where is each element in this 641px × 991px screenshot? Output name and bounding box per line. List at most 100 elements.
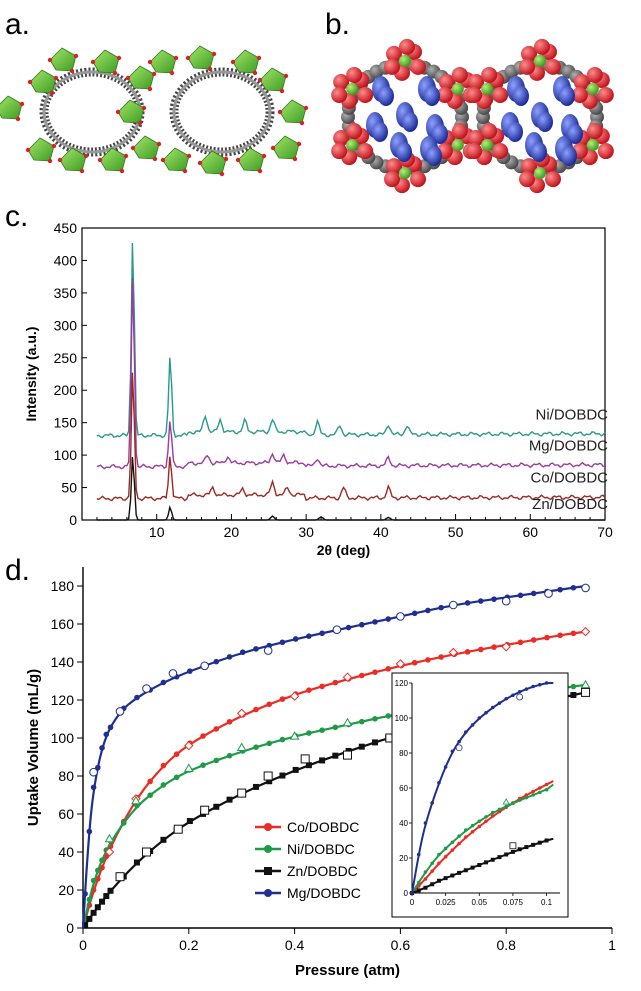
metal-polyhedron	[149, 49, 177, 74]
guest-molecule	[513, 86, 529, 106]
y-tick-label: 150	[54, 415, 78, 431]
oxygen-atom	[468, 130, 485, 147]
inset-marker	[531, 842, 536, 847]
oxygen-atom	[277, 109, 283, 115]
desorption-marker	[141, 847, 151, 857]
y-tick-label: 140	[51, 654, 75, 670]
inset-marker	[416, 888, 421, 893]
isotherm-marker	[252, 783, 259, 790]
isotherm-marker	[253, 646, 259, 652]
desorption-marker	[342, 717, 353, 727]
oxygen-atom	[119, 168, 125, 174]
isotherm-marker	[253, 744, 259, 750]
x-tick-label: 20	[224, 524, 240, 540]
oxygen-atom	[283, 73, 289, 79]
y-tick-label: 0	[66, 920, 74, 936]
inset-marker	[511, 801, 515, 806]
x-tick-label: 1	[608, 937, 616, 953]
x-tick-label: 0	[79, 937, 87, 953]
legend-label: Co/DOBDC	[287, 819, 359, 835]
guest-molecule	[507, 122, 523, 142]
oxygen-atom	[51, 143, 57, 149]
inset-marker	[517, 847, 522, 852]
isotherm-marker	[187, 668, 193, 674]
oxygen-atom	[19, 101, 25, 107]
isotherm-marker	[160, 762, 167, 769]
oxygen-atom	[573, 73, 590, 90]
oxygen-atom	[468, 73, 485, 90]
oxygen-atom	[492, 143, 509, 160]
y-tick-label: 250	[54, 350, 78, 366]
inset-marker	[544, 782, 549, 787]
xrd-plot-frame	[81, 227, 606, 521]
y-tick-label: 350	[54, 285, 78, 301]
isotherm-marker	[332, 752, 339, 759]
oxygen-atom	[331, 143, 348, 160]
desorption-marker	[200, 805, 210, 815]
isotherm-marker	[253, 706, 259, 713]
isotherm-marker	[478, 598, 484, 604]
y-axis-label: Uptake Volume (mL/g)	[25, 669, 42, 826]
inset-marker	[537, 840, 542, 845]
legend-label: Zn/DOBDC	[287, 863, 358, 879]
isotherm-marker	[557, 586, 563, 593]
y-tick-label: 40	[58, 844, 74, 860]
oxygen-atom	[125, 75, 131, 81]
inset-marker	[470, 723, 475, 727]
desorption-marker	[396, 612, 405, 621]
oxygen-atom	[27, 79, 33, 85]
isotherm-marker	[239, 649, 246, 656]
xrd-series-line	[96, 457, 605, 521]
oxygen-atom	[545, 58, 561, 75]
oxygen-atom	[147, 86, 153, 92]
inset-marker	[430, 861, 434, 866]
oxygen-atom	[235, 157, 241, 163]
metal-polyhedron	[99, 147, 127, 172]
isotherm-marker	[86, 896, 93, 903]
oxygen-atom	[481, 66, 498, 83]
isotherm-marker	[530, 590, 537, 597]
isotherm-marker	[200, 733, 206, 739]
isotherm-marker	[570, 584, 577, 591]
oxygen-atom	[152, 156, 158, 162]
oxygen-atom	[57, 157, 63, 163]
isotherm-marker	[86, 915, 93, 922]
metal-atom	[534, 54, 546, 67]
oxygen-atom	[597, 143, 614, 160]
inset-marker	[484, 860, 488, 865]
isotherm-marker	[133, 859, 140, 866]
inset-marker	[477, 819, 482, 824]
oxygen-atom	[586, 66, 603, 83]
oxygen-atom	[83, 153, 89, 159]
y-tick-label: 80	[58, 768, 74, 784]
metal-polyhedron	[187, 45, 215, 70]
inset-marker	[517, 798, 522, 803]
metal-polyhedron	[29, 69, 57, 94]
metal-polyhedron	[132, 135, 160, 160]
oxygen-atom	[49, 90, 55, 96]
inset-y-tick-label: 20	[399, 854, 408, 863]
legend-label: Mg/DOBDC	[287, 885, 361, 901]
xrd-chart: 0 50 100 150 200 250 300 350 400 450 10 20 30 40 50 60 7…	[23, 220, 613, 558]
guest-molecule	[396, 142, 412, 162]
inset-marker	[497, 855, 502, 860]
isotherm-marker	[266, 701, 273, 708]
oxygen-atom	[223, 156, 229, 162]
inset-marker	[544, 838, 549, 843]
oxygen-atom	[116, 55, 122, 61]
oxygen-atom	[399, 38, 415, 55]
isotherm-marker	[530, 637, 537, 643]
inset-marker	[423, 885, 428, 890]
xrd-series-line	[96, 242, 606, 439]
inset-marker	[430, 801, 434, 805]
desorption-marker	[115, 872, 125, 882]
oxygen-atom	[256, 55, 262, 61]
oxygen-atom	[53, 75, 59, 81]
inset-y-tick-label: 0	[404, 889, 409, 898]
x-tick-label: 70	[597, 524, 613, 540]
oxygen-atom	[571, 86, 588, 103]
inset-marker	[450, 749, 455, 754]
oxygen-atom	[333, 130, 350, 147]
oxygen-atom	[69, 68, 75, 74]
inset-marker	[416, 880, 421, 885]
